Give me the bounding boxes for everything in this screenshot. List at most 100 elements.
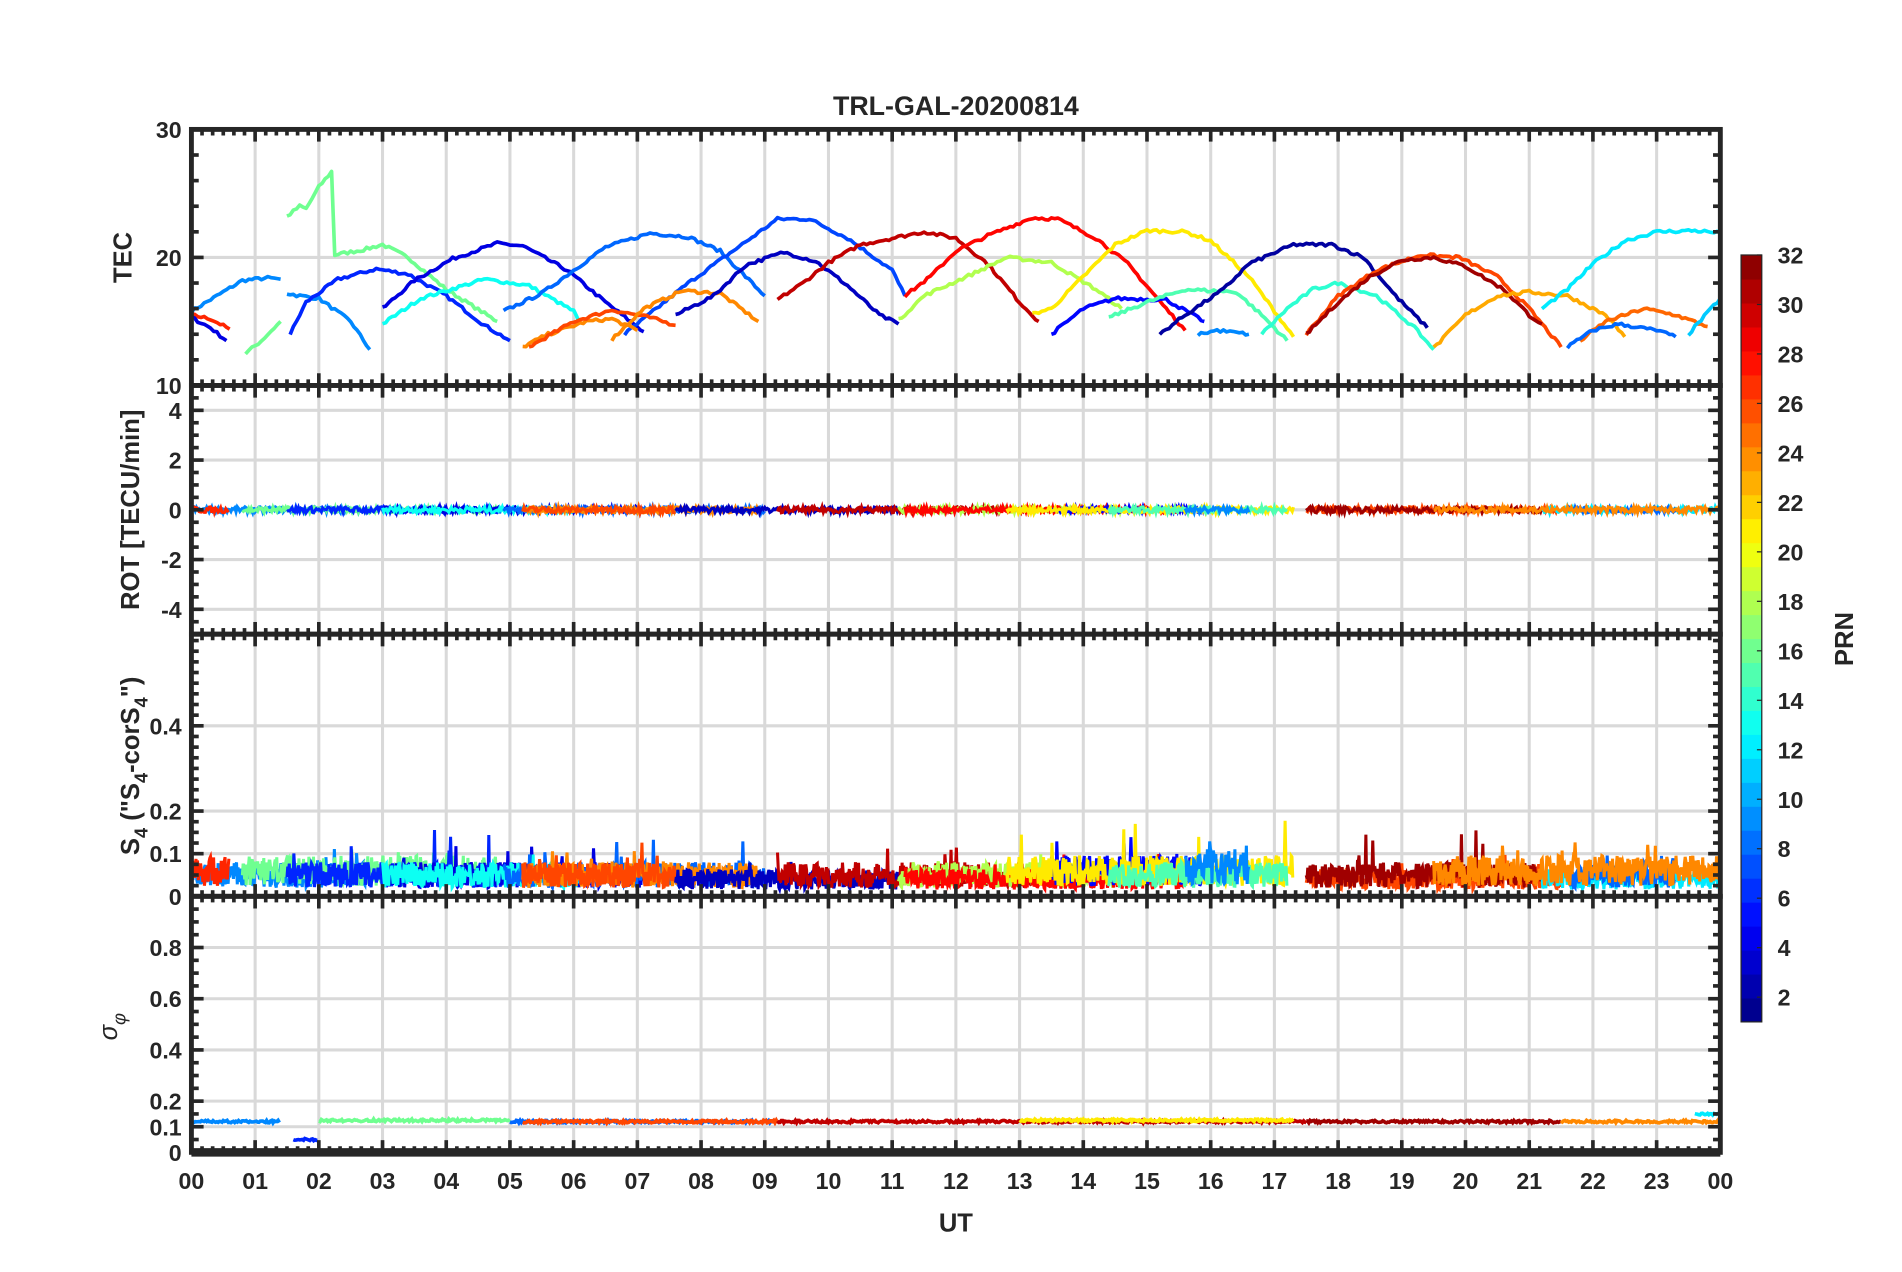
colorbar-band bbox=[1741, 542, 1762, 568]
colorbar-band bbox=[1741, 470, 1762, 496]
sigma-trace-prn-6 bbox=[292, 1136, 318, 1144]
colorbar-band bbox=[1741, 566, 1762, 592]
colorbar-band bbox=[1741, 254, 1762, 280]
colorbar-band bbox=[1741, 902, 1762, 927]
x-tick-labels: 00 01 02 03 04 05 06 07 08 09 10 11 12 13 14 15 16 17 18 19… bbox=[179, 1168, 1734, 1194]
tec-arc-prn-26 bbox=[528, 308, 676, 349]
tec-arc-prn-15 bbox=[1108, 287, 1289, 342]
colorbar-band bbox=[1741, 926, 1762, 951]
y-axis-labels: TEC ROT [TECU/min] S4 ("S4-corS4") σφ bbox=[95, 232, 151, 1041]
colorbar-band bbox=[1741, 782, 1762, 807]
tec-arc-prn-6 bbox=[288, 266, 511, 343]
tec-arc-prn-8 bbox=[502, 231, 766, 313]
tec-arc-prn-3 bbox=[675, 250, 900, 326]
colorbar-tick-label: 16 bbox=[1778, 638, 1804, 664]
rot-trace-prn-24 bbox=[1433, 501, 1722, 519]
tec-arc-prn-9 bbox=[286, 292, 372, 351]
rot-ylabel: ROT [TECU/min] bbox=[117, 410, 145, 610]
x-axis-label: UT bbox=[939, 1210, 973, 1238]
colorbar-tick-label: 2 bbox=[1778, 985, 1791, 1011]
data-marks bbox=[189, 169, 1722, 1144]
colorbar-band bbox=[1741, 614, 1762, 640]
tec-arc-prn-12 bbox=[1540, 228, 1722, 311]
tec-arc-prn-11 bbox=[1687, 297, 1722, 337]
x-tick-label: 17 bbox=[1262, 1168, 1288, 1194]
colorbar-band bbox=[1741, 494, 1762, 520]
colorbar-band bbox=[1741, 398, 1762, 424]
s4-ylabel: S4 ("S4-corS4") bbox=[117, 677, 152, 856]
colorbar-band bbox=[1741, 830, 1762, 855]
tec-arc-prn-27 bbox=[191, 311, 231, 331]
colorbar-band bbox=[1741, 590, 1762, 616]
s4-y-tick-label: 0.2 bbox=[149, 799, 181, 825]
colorbar-band bbox=[1741, 446, 1762, 472]
colorbar-band bbox=[1741, 518, 1762, 544]
colorbar-band bbox=[1741, 734, 1762, 759]
x-tick-label: 22 bbox=[1580, 1168, 1606, 1194]
sigma-y-tick-label: 0.4 bbox=[149, 1037, 181, 1063]
x-tick-label: 08 bbox=[688, 1168, 714, 1194]
colorbar-tick-label: 4 bbox=[1778, 935, 1791, 961]
colorbar-band bbox=[1741, 326, 1762, 352]
x-tick-label: 23 bbox=[1644, 1168, 1670, 1194]
colorbar-band bbox=[1741, 710, 1762, 735]
colorbar-label: PRN bbox=[1831, 612, 1859, 666]
x-tick-label: 10 bbox=[816, 1168, 842, 1194]
sigma-trace-prn-16 bbox=[318, 1115, 511, 1125]
colorbar-band bbox=[1741, 997, 1762, 1023]
x-tick-label: 16 bbox=[1198, 1168, 1224, 1194]
x-tick-label: 13 bbox=[1007, 1168, 1033, 1194]
x-tick-label: 12 bbox=[943, 1168, 969, 1194]
colorbar-tick-label: 32 bbox=[1778, 243, 1804, 269]
colorbar-band bbox=[1741, 758, 1762, 783]
colorbar-band bbox=[1741, 949, 1762, 975]
s4-trace-prn-24 bbox=[1432, 842, 1722, 889]
tec-arc-prn-28 bbox=[903, 216, 1187, 332]
colorbar-tick-label: 30 bbox=[1778, 292, 1804, 318]
colorbar-tick-label: 14 bbox=[1778, 688, 1804, 714]
s4-y-tick-label: 0.4 bbox=[149, 713, 181, 739]
colorbar-band bbox=[1741, 374, 1762, 400]
colorbar-band bbox=[1741, 302, 1762, 328]
colorbar-tick-label: 12 bbox=[1778, 737, 1804, 763]
tec-arc-prn-9 bbox=[1196, 327, 1250, 337]
colorbar-tick-label: 6 bbox=[1778, 886, 1791, 912]
x-tick-label: 01 bbox=[242, 1168, 268, 1194]
tec-arc-prn-5 bbox=[1050, 295, 1205, 337]
colorbar-band bbox=[1741, 973, 1762, 999]
colorbar-frame bbox=[1740, 254, 1763, 1023]
colorbar-band bbox=[1741, 854, 1762, 879]
rot-y-tick-label: -4 bbox=[161, 597, 182, 623]
x-tick-label: 07 bbox=[624, 1168, 650, 1194]
x-tick-label: 05 bbox=[497, 1168, 523, 1194]
tec-y-tick-label: 30 bbox=[156, 117, 182, 143]
rot-y-tick-label: 4 bbox=[169, 398, 182, 424]
colorbar-band bbox=[1741, 806, 1762, 831]
tec-arc-prn-24 bbox=[610, 288, 760, 342]
colorbar-tick-label: 26 bbox=[1778, 391, 1804, 417]
sigma-y-tick-label: 0.6 bbox=[149, 986, 181, 1012]
tec-arc-prn-9 bbox=[189, 274, 281, 314]
tec-arc-prn-24 bbox=[522, 316, 639, 349]
x-tick-label: 03 bbox=[370, 1168, 396, 1194]
tec-y-tick-label: 20 bbox=[156, 245, 182, 271]
rot-trace-prn-26 bbox=[521, 501, 676, 519]
sigma-trace-prn-26 bbox=[522, 1116, 780, 1127]
sigma-trace-prn-24 bbox=[1559, 1117, 1722, 1127]
sigma-trace-prn-31 bbox=[1306, 1117, 1563, 1127]
x-tick-label: 20 bbox=[1453, 1168, 1479, 1194]
x-tick-label: 14 bbox=[1070, 1168, 1096, 1194]
colorbar-band bbox=[1741, 878, 1762, 903]
x-tick-label: 00 bbox=[1707, 1168, 1733, 1194]
tec-y-tick-label: 10 bbox=[156, 373, 182, 399]
tec-arc-prn-16 bbox=[244, 320, 282, 356]
sigma-y-tick-label: 0.2 bbox=[149, 1089, 181, 1115]
tec-arc-prn-2 bbox=[1158, 241, 1429, 336]
sigma-y-tick-label: 0.1 bbox=[149, 1114, 181, 1140]
rot-y-tick-label: 2 bbox=[169, 448, 182, 474]
x-tick-label: 15 bbox=[1134, 1168, 1160, 1194]
tec-arc-prn-21 bbox=[1032, 227, 1296, 338]
rot-trace-prn-9 bbox=[1183, 502, 1251, 518]
colorbar-band bbox=[1741, 350, 1762, 376]
